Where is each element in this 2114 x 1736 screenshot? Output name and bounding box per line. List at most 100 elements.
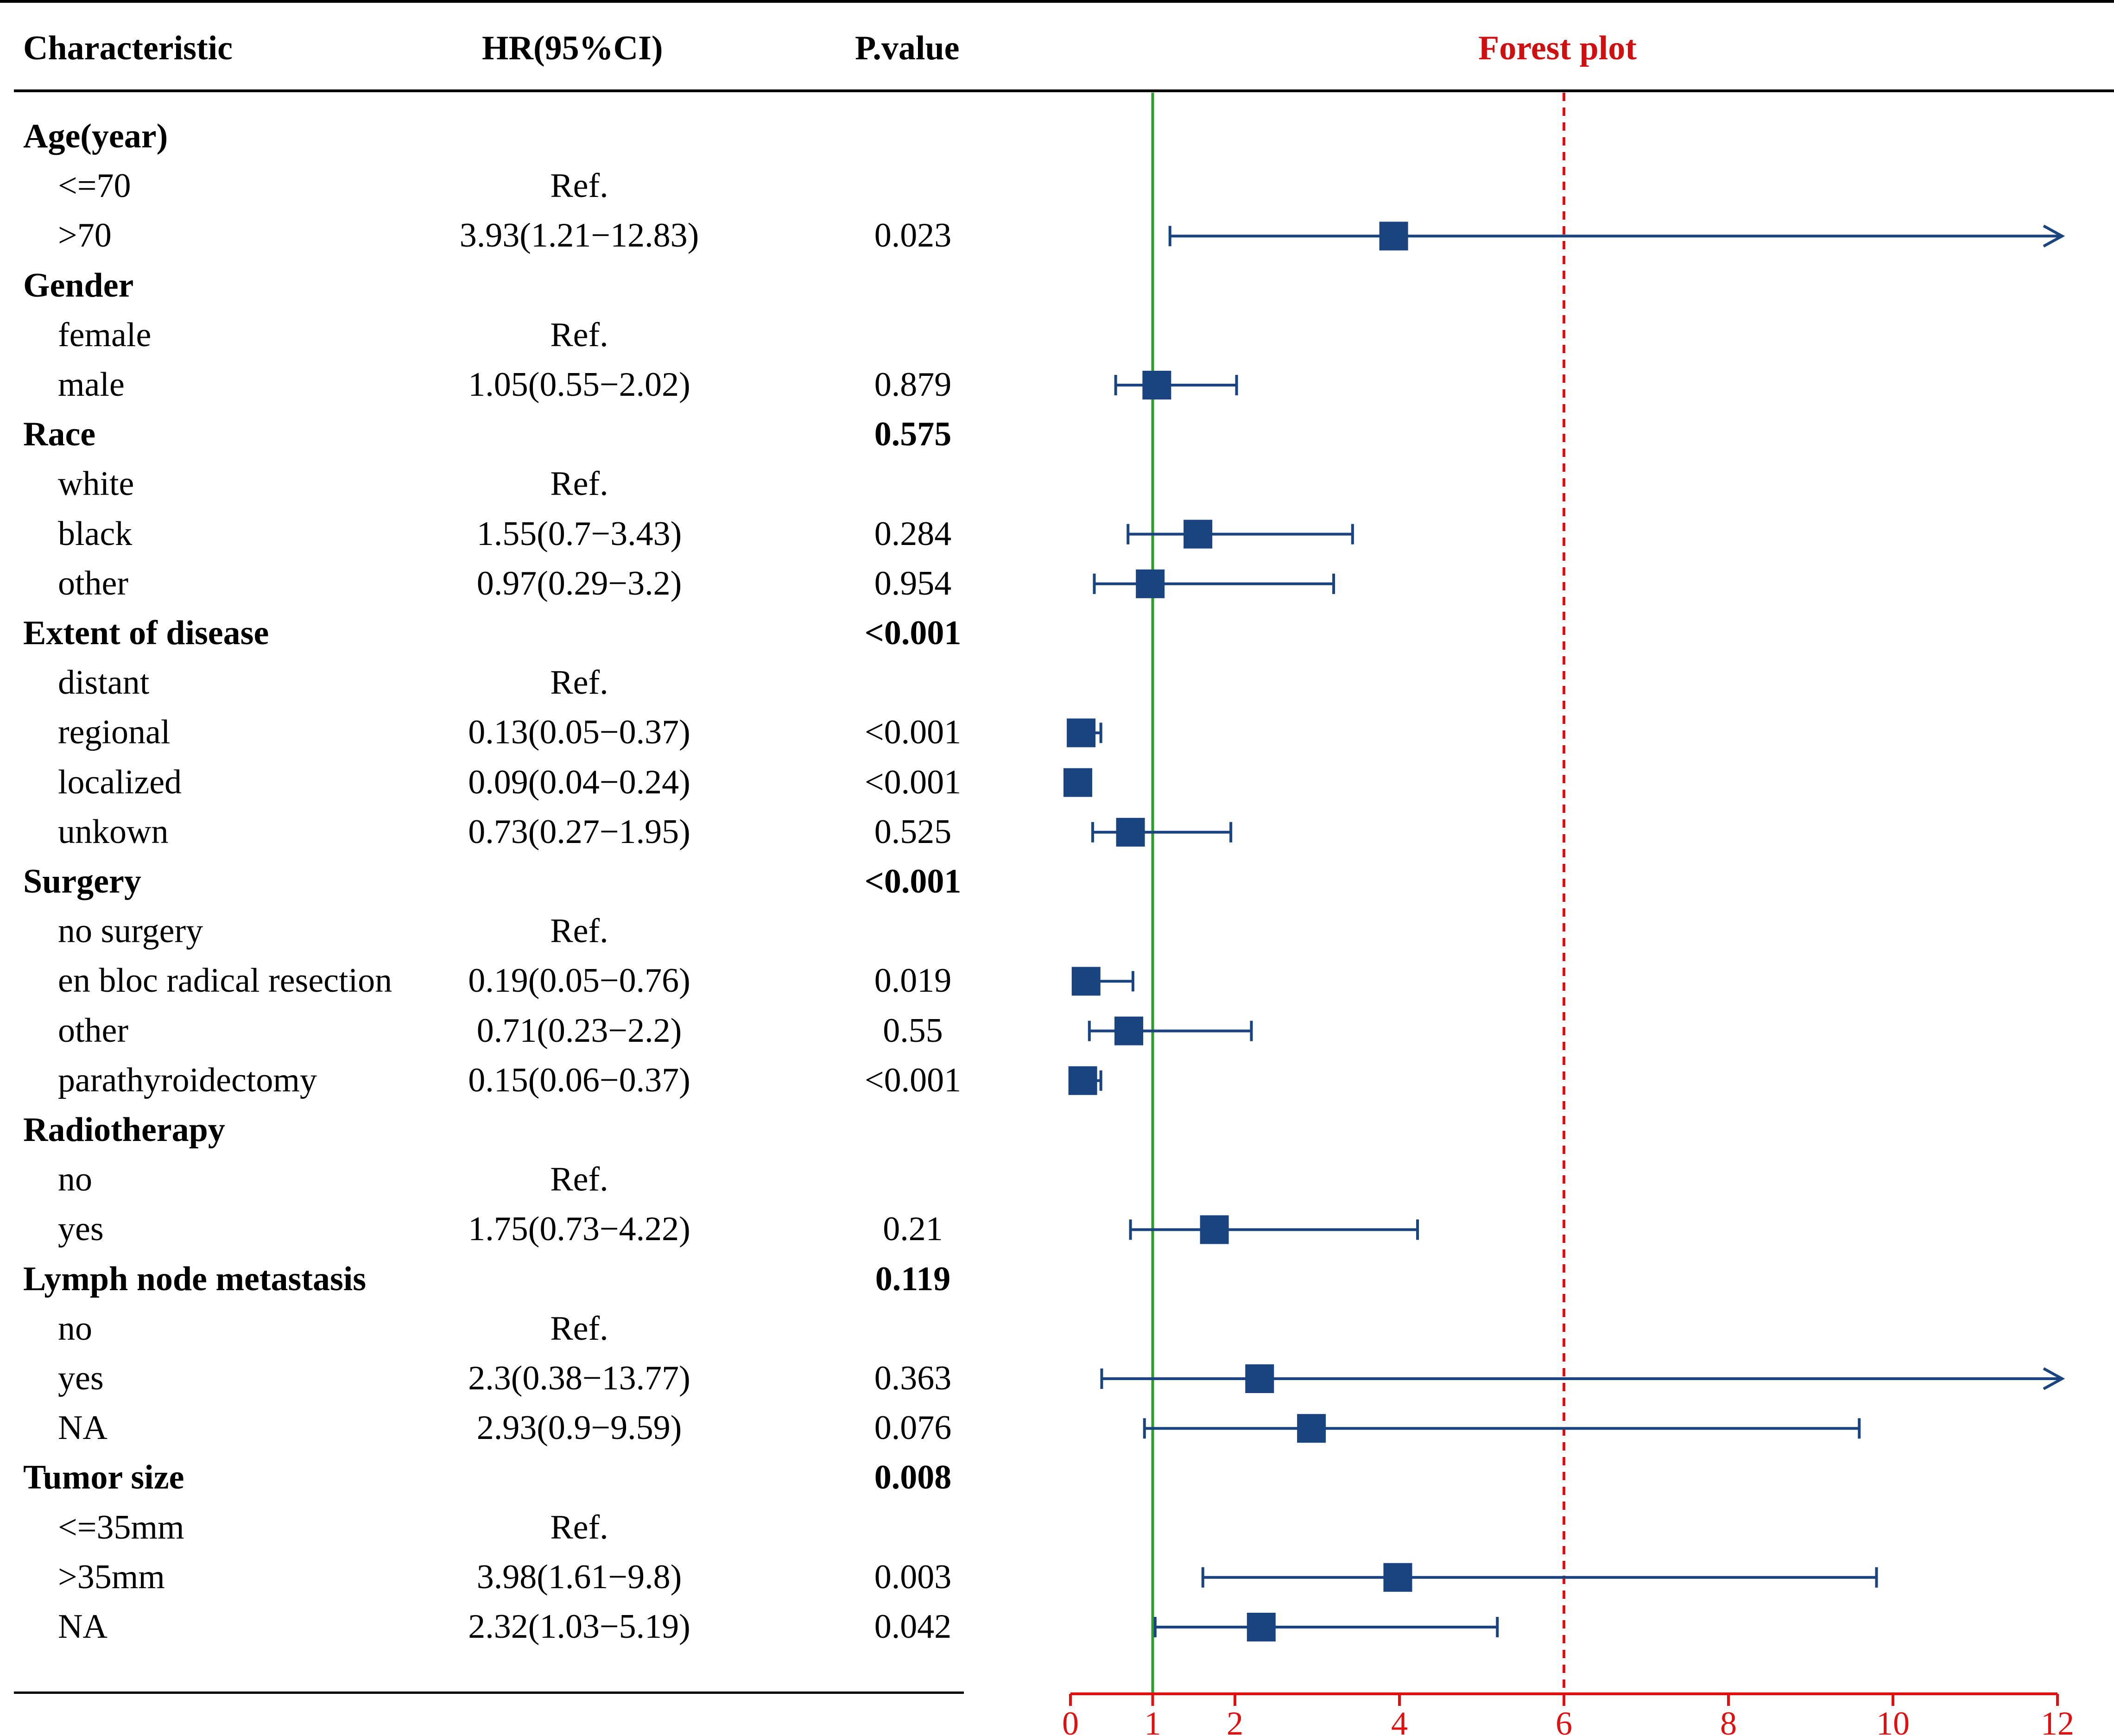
hr-ci-value: 1.75(0.73−4.22) [468,1210,690,1248]
row-label: black [58,515,133,553]
row-label: <=35mm [58,1508,184,1546]
p-value: <0.001 [864,763,962,801]
hr-marker [1142,371,1171,399]
hr-ci-value: 2.3(0.38−13.77) [468,1359,690,1397]
hr-marker [1068,1066,1097,1095]
p-value: <0.001 [864,713,962,751]
p-value: <0.001 [864,614,962,652]
group-label: Age(year) [23,117,168,155]
row-label: no [58,1310,92,1348]
hr-marker [1071,967,1101,996]
group-label: Race [23,415,96,453]
hr-ci-value: 3.93(1.21−12.83) [459,216,699,254]
p-value: 0.363 [874,1359,952,1397]
p-value: 0.879 [874,366,952,404]
x-tick-label: 10 [1876,1705,1910,1736]
hr-ci-value: 0.73(0.27−1.95) [468,813,690,851]
p-value: 0.019 [874,962,952,1000]
hr-ci-value: 0.15(0.06−0.37) [468,1061,690,1099]
hr-marker [1383,1563,1412,1592]
x-tick-label: 0 [1062,1705,1079,1736]
row-label: other [58,1012,129,1050]
row-label: white [58,465,134,503]
hr-marker [1136,569,1165,598]
row-label: >70 [58,216,112,254]
x-tick-label: 12 [2041,1705,2074,1736]
header-characteristic: Characteristic [23,29,233,67]
p-value: 0.076 [874,1409,952,1447]
row-label: female [58,316,152,354]
p-value: 0.023 [874,216,952,254]
p-value: 0.954 [874,564,952,602]
header-rule [14,89,2114,92]
x-tick-label: 4 [1391,1705,1408,1736]
hr-marker [1245,1364,1274,1393]
row-label: no [58,1160,92,1198]
group-label: Surgery [23,862,141,900]
p-value: 0.003 [874,1558,952,1596]
hr-ci-value: Ref. [550,1508,608,1546]
hr-marker [1063,768,1092,797]
p-value: 0.284 [874,515,952,553]
hr-ci-value: 0.13(0.05−0.37) [468,713,690,751]
hr-ci-value: 0.09(0.04−0.24) [468,763,690,801]
bottom-rule [14,1692,964,1694]
row-label: unkown [58,813,169,851]
hr-ci-value: 0.71(0.23−2.2) [476,1012,682,1050]
row-label: yes [58,1210,104,1248]
hr-ci-value: 1.55(0.7−3.43) [476,515,682,553]
group-label: Radiotherapy [23,1111,225,1149]
row-label: NA [58,1608,108,1646]
group-label: Gender [23,266,134,304]
row-label: yes [58,1359,104,1397]
hr-ci-value: 0.97(0.29−3.2) [476,564,682,602]
ci-arrow [2043,1367,2065,1390]
p-value: 0.008 [874,1458,952,1496]
hr-ci-value: Ref. [550,465,608,503]
hr-marker [1200,1215,1229,1244]
p-value: 0.575 [874,415,952,453]
hr-marker [1114,1016,1144,1045]
p-value: 0.525 [874,813,952,851]
hr-marker [1116,817,1145,847]
row-label: other [58,564,129,602]
row-label: distant [58,664,150,702]
hr-ci-value: 0.19(0.05−0.76) [468,962,690,1000]
top-rule [0,0,2114,3]
x-tick-label: 2 [1227,1705,1243,1736]
hr-marker [1247,1613,1276,1641]
header-pvalue: P.value [855,29,960,67]
row-label: >35mm [58,1558,165,1596]
hr-marker [1379,222,1408,251]
group-label: Tumor size [23,1458,184,1496]
hr-ci-value: 2.93(0.9−9.59) [476,1409,682,1447]
row-label: male [58,366,125,404]
row-label: regional [58,713,171,751]
hr-marker [1067,718,1096,748]
group-label: Extent of disease [23,614,269,652]
p-value: 0.119 [875,1260,951,1298]
hr-ci-value: 2.32(1.03−5.19) [468,1608,690,1646]
hr-ci-value: 3.98(1.61−9.8) [476,1558,682,1596]
hr-marker [1184,520,1213,549]
header-hr: HR(95%CI) [482,29,663,67]
row-label: <=70 [58,167,131,205]
header-forest-plot: Forest plot [1478,29,1637,67]
p-value: <0.001 [864,862,962,900]
hr-ci-value: Ref. [550,1160,608,1198]
row-label: localized [58,763,182,801]
hr-ci-value: Ref. [550,1310,608,1348]
x-tick-label: 8 [1720,1705,1737,1736]
row-label: parathyroidectomy [58,1061,317,1099]
ci-arrow [2043,224,2065,248]
hr-ci-value: Ref. [550,664,608,702]
x-tick-label: 6 [1556,1705,1572,1736]
p-value: 0.55 [883,1012,943,1050]
row-label: no surgery [58,912,203,950]
p-value: <0.001 [864,1061,962,1099]
p-value: 0.21 [883,1210,943,1248]
group-label: Lymph node metastasis [23,1260,367,1298]
hr-ci-value: Ref. [550,167,608,205]
